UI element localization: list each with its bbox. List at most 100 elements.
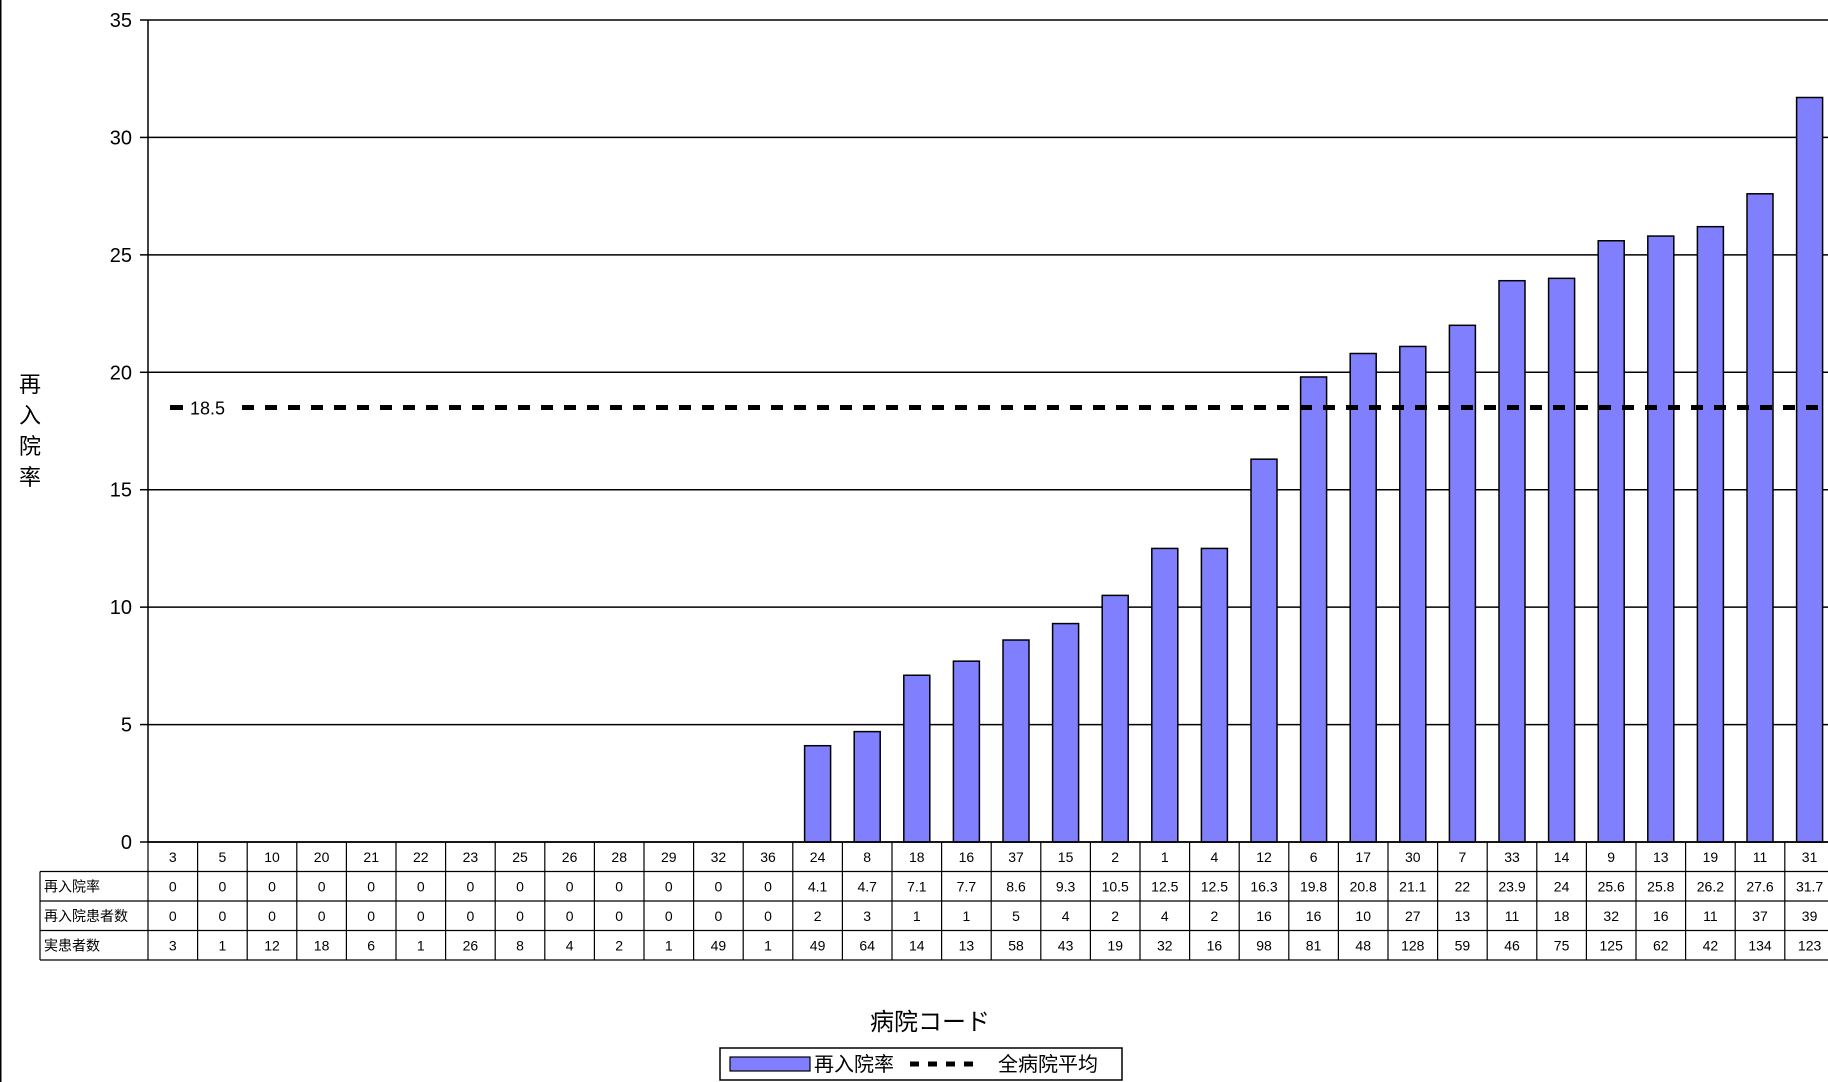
x-tick-label: 21 (363, 849, 379, 865)
table-cell: 0 (467, 878, 475, 894)
legend-label: 再入院率 (814, 1053, 894, 1076)
table-cell: 62 (1653, 937, 1669, 953)
table-cell: 0 (318, 908, 326, 924)
x-tick-label: 24 (810, 849, 826, 865)
table-cell: 26 (463, 937, 479, 953)
table-cell: 81 (1306, 937, 1322, 953)
table-cell: 24 (1554, 878, 1570, 894)
table-cell: 18 (1554, 908, 1570, 924)
table-cell: 12 (264, 937, 280, 953)
table-cell: 0 (715, 908, 723, 924)
table-cell: 14 (909, 937, 925, 953)
x-tick-label: 36 (760, 849, 776, 865)
table-cell: 1 (764, 937, 772, 953)
x-tick-label: 5 (219, 849, 227, 865)
table-cell: 9.3 (1056, 878, 1076, 894)
table-cell: 16 (1256, 908, 1272, 924)
table-cell: 16 (1306, 908, 1322, 924)
legend-label: 全病院平均 (998, 1053, 1098, 1076)
table-cell: 32 (1603, 908, 1619, 924)
table-cell: 12.5 (1201, 878, 1228, 894)
table-cell: 0 (615, 908, 623, 924)
x-tick-label: 31 (1802, 849, 1818, 865)
table-cell: 2 (1111, 908, 1119, 924)
x-tick-label: 13 (1653, 849, 1669, 865)
x-tick-label: 25 (512, 849, 528, 865)
table-cell: 8 (516, 937, 524, 953)
table-cell: 0 (318, 878, 326, 894)
table-cell: 1 (417, 937, 425, 953)
x-tick-label: 23 (463, 849, 479, 865)
x-tick-label: 16 (959, 849, 975, 865)
table-cell: 125 (1600, 937, 1624, 953)
bar (1498, 279, 1526, 843)
table-cell: 0 (764, 908, 772, 924)
table-cell: 6 (367, 937, 375, 953)
bar (803, 744, 832, 843)
bar (1448, 324, 1477, 843)
x-tick-label: 4 (1211, 849, 1219, 865)
table-cell: 1 (219, 937, 227, 953)
table-cell: 0 (516, 878, 524, 894)
table-cell: 0 (615, 878, 623, 894)
x-tick-label: 17 (1355, 849, 1371, 865)
x-tick-label: 7 (1459, 849, 1467, 865)
table-cell: 49 (810, 937, 826, 953)
table-cell: 0 (665, 908, 673, 924)
bar (1746, 193, 1774, 843)
bar (1250, 458, 1278, 843)
x-tick-label: 28 (611, 849, 627, 865)
table-cell: 98 (1256, 937, 1272, 953)
table-cell: 134 (1748, 937, 1772, 953)
table-row-label: 実患者数 (44, 937, 100, 953)
x-tick-label: 9 (1607, 849, 1615, 865)
y-tick-label: 30 (110, 127, 132, 149)
x-tick-label: 26 (562, 849, 578, 865)
bar (903, 674, 931, 843)
bar (1399, 345, 1427, 843)
x-tick-label: 11 (1753, 849, 1768, 865)
table-cell: 0 (169, 878, 177, 894)
y-tick-label: 25 (110, 245, 132, 267)
table-cell: 0 (367, 878, 375, 894)
bar (1151, 547, 1179, 843)
table-cell: 0 (219, 908, 227, 924)
table-cell: 4.7 (857, 878, 877, 894)
bar (1597, 240, 1625, 843)
table-cell: 21.1 (1399, 878, 1426, 894)
table-cell: 0 (268, 878, 276, 894)
table-cell: 16.3 (1250, 878, 1277, 894)
table-cell: 3 (169, 937, 177, 953)
x-tick-label: 15 (1058, 849, 1074, 865)
gridlines (148, 19, 1828, 843)
table-cell: 0 (467, 908, 475, 924)
table-cell: 18 (314, 937, 330, 953)
table-cell: 37 (1752, 908, 1768, 924)
table-cell: 4 (1062, 908, 1070, 924)
bars (803, 96, 1824, 843)
x-tick-label: 20 (314, 849, 330, 865)
table-cell: 0 (516, 908, 524, 924)
table-cell: 0 (417, 908, 425, 924)
table-cell: 43 (1058, 937, 1074, 953)
legend: 再入院率 全病院平均 (719, 1047, 1123, 1081)
table-cell: 13 (1455, 908, 1471, 924)
legend-swatch-bar (729, 1056, 811, 1072)
x-tick-label: 33 (1504, 849, 1520, 865)
table-row-label: 再入院率 (44, 878, 100, 894)
table-cell: 32 (1157, 937, 1173, 953)
table-cell: 123 (1798, 937, 1822, 953)
table-cell: 5 (1012, 908, 1020, 924)
table-cell: 2 (615, 937, 623, 953)
table-cell: 25.6 (1598, 878, 1625, 894)
table-cell: 58 (1008, 937, 1024, 953)
table-cell: 13 (959, 937, 975, 953)
table-cell: 16 (1653, 908, 1669, 924)
table-cell: 0 (764, 878, 772, 894)
x-tick-label: 19 (1703, 849, 1719, 865)
table-cell: 7.7 (957, 878, 977, 894)
y-tick-label: 5 (121, 715, 132, 737)
table-cell: 2 (814, 908, 822, 924)
table-cell: 64 (859, 937, 875, 953)
x-tick-label: 6 (1310, 849, 1318, 865)
